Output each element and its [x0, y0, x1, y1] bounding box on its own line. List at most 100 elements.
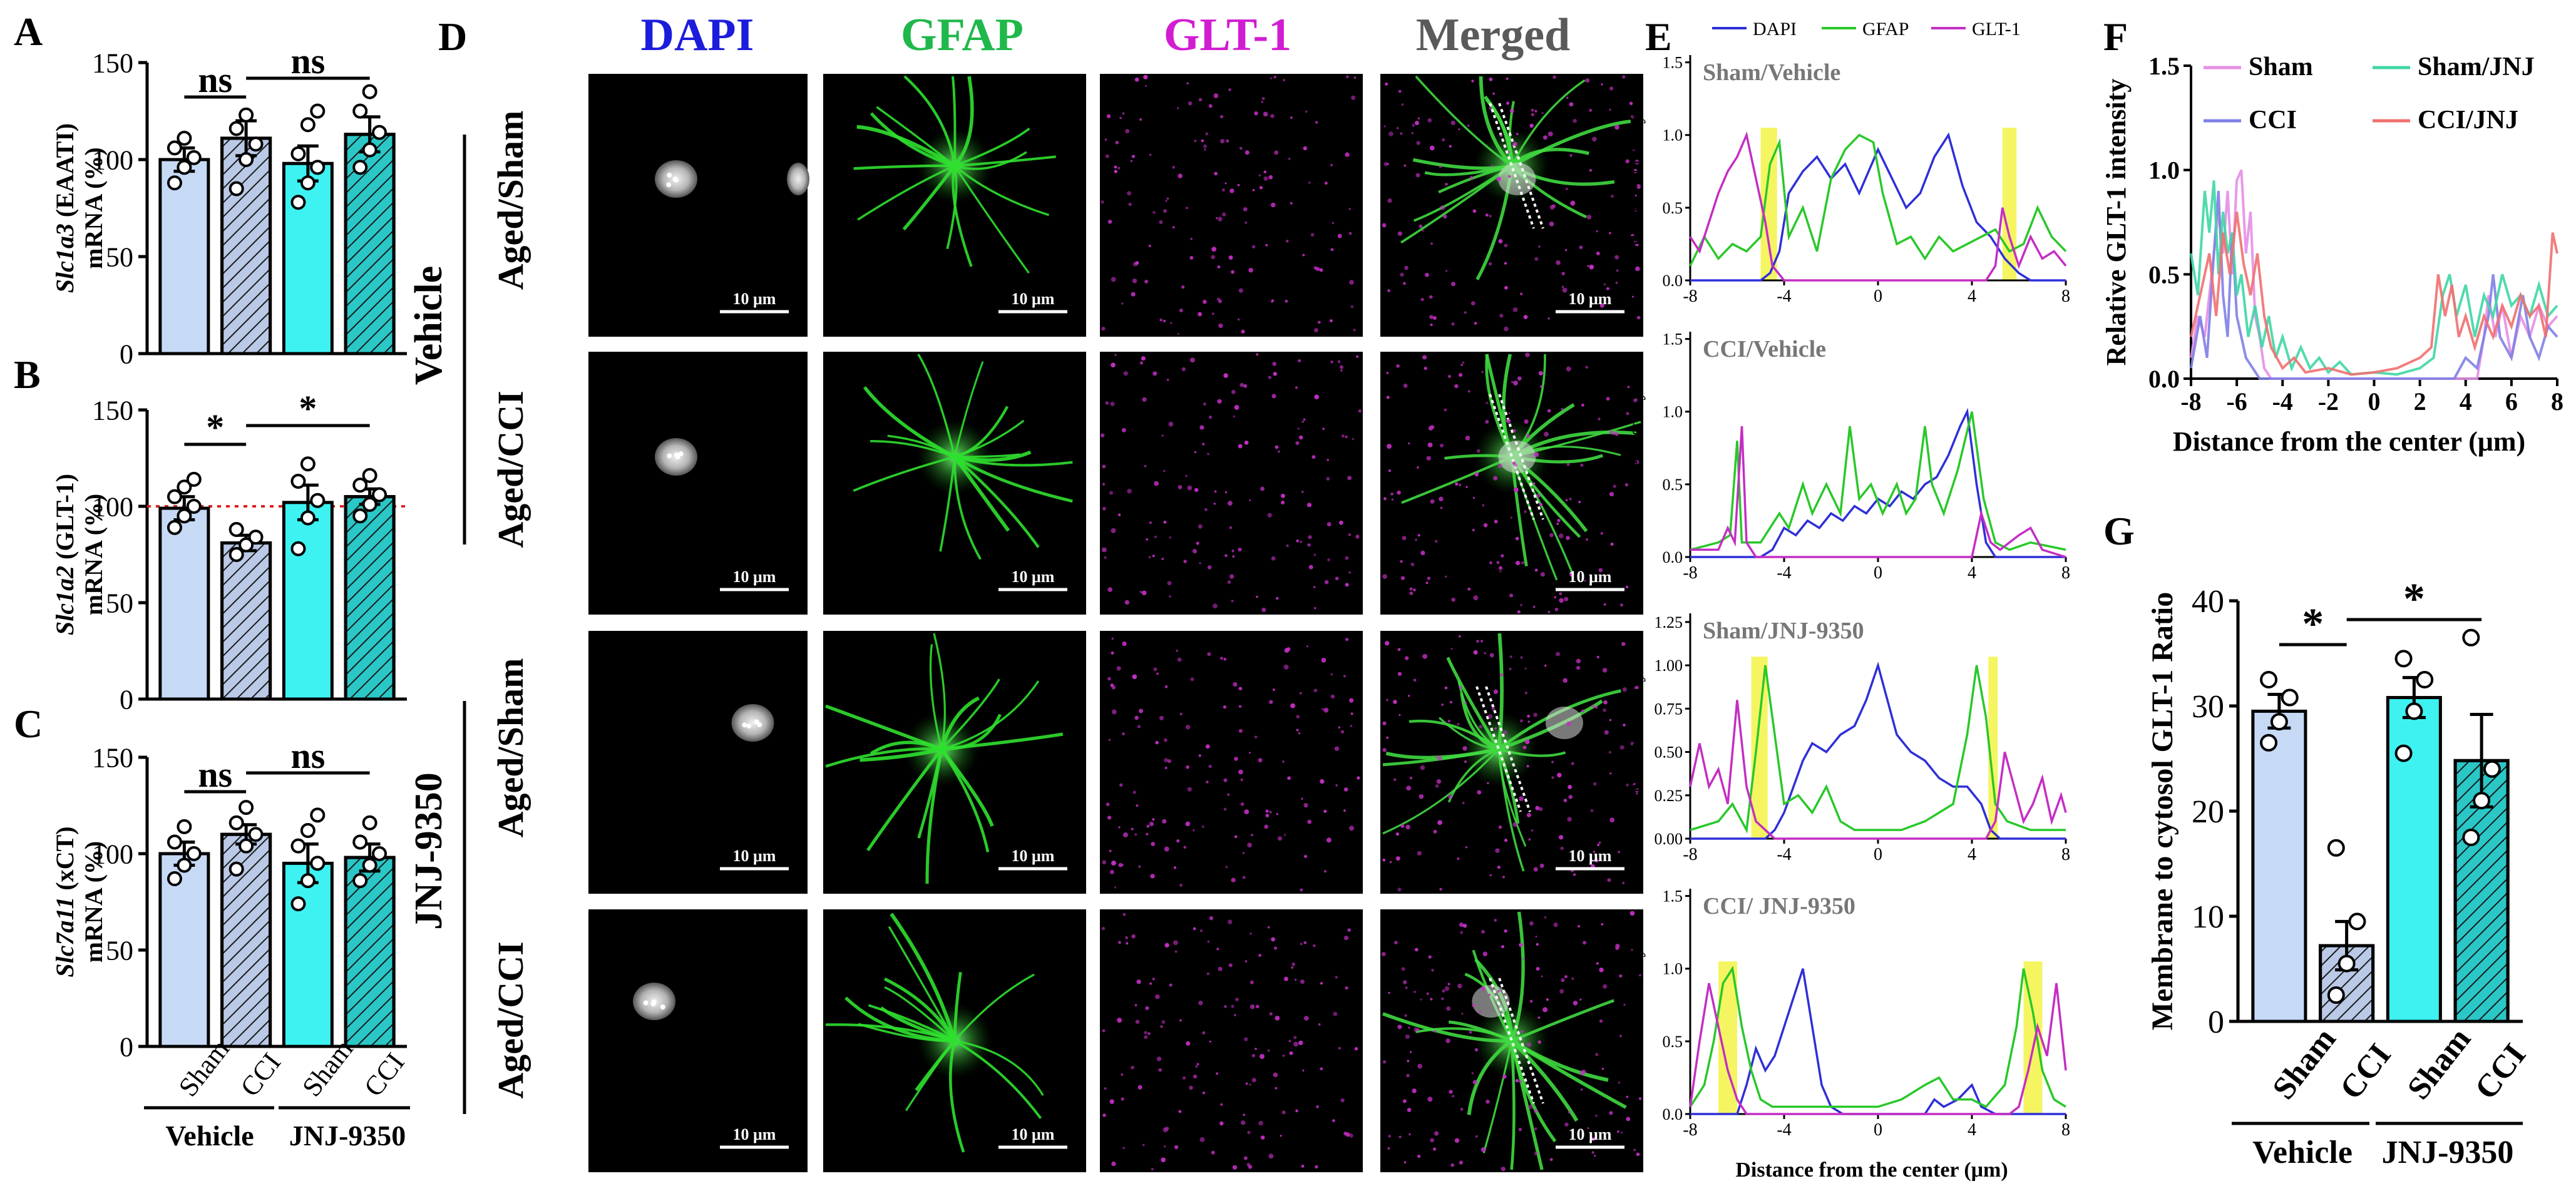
glt1-puncta: [1211, 1150, 1215, 1155]
x-tick-label: -4: [1777, 845, 1791, 864]
glt1-puncta: [1606, 397, 1610, 401]
data-point: [300, 175, 316, 191]
data-point: [300, 823, 316, 839]
glt1-puncta: [1173, 940, 1178, 946]
micro-cell-r4-c1: 10 μm: [588, 909, 808, 1172]
glt1-puncta: [1162, 319, 1166, 322]
glt1-puncta: [1508, 412, 1511, 414]
glt1-puncta: [1395, 832, 1400, 836]
data-point: [310, 493, 326, 508]
glt1-puncta: [1233, 682, 1238, 687]
glt1-puncta: [1122, 112, 1125, 115]
nucleus-spot: [660, 1004, 665, 1010]
legend-dapi: DAPI: [1753, 19, 1797, 39]
astrocyte-process: [856, 125, 956, 168]
glt1-puncta: [1539, 503, 1542, 506]
glt1-puncta: [1525, 352, 1530, 357]
glt1-puncta: [1391, 498, 1394, 501]
glt1-puncta: [1172, 165, 1176, 169]
y-axis-label: Membrane to cytosol GLT-1 Ratio: [2146, 592, 2179, 1030]
glt1-puncta: [1321, 658, 1326, 663]
glt1-puncta: [1114, 165, 1117, 169]
glt1-puncta: [1566, 536, 1570, 540]
glt1-puncta: [1592, 136, 1597, 142]
astrocyte-process: [876, 106, 956, 167]
glt1-puncta: [1324, 580, 1329, 585]
glt1-puncta: [1164, 758, 1168, 762]
glt1-puncta: [1237, 183, 1240, 187]
glt1-puncta: [1636, 184, 1641, 189]
glt1-puncta: [1326, 522, 1332, 527]
glt1-puncta: [1485, 419, 1489, 424]
glt1-puncta: [1138, 865, 1141, 868]
glt1-puncta: [1295, 441, 1300, 446]
astrocyte-process: [1447, 748, 1499, 803]
astrocyte-process: [858, 1023, 955, 1043]
image-background: [1100, 352, 1363, 615]
legend-label: CCI/JNJ: [2418, 106, 2518, 135]
astrocyte-process: [953, 165, 1050, 217]
glt1-puncta: [1568, 795, 1573, 799]
glt1-puncta: [1426, 992, 1429, 995]
y-tick-label: 0: [2208, 1004, 2224, 1040]
glt1-puncta: [1131, 1065, 1135, 1070]
glt1-puncta: [1467, 390, 1470, 393]
glt1-puncta: [1326, 458, 1329, 461]
glt1-puncta: [1601, 923, 1604, 926]
data-point: [372, 846, 387, 861]
significance-label: *: [2302, 600, 2324, 648]
data-point: [2348, 912, 2366, 931]
glt1-puncta: [1405, 824, 1410, 830]
scale-bar-label: 10 μm: [1012, 568, 1055, 586]
glt1-puncta: [1434, 1030, 1437, 1033]
glt1-puncta: [1576, 658, 1581, 663]
glt1-puncta: [1199, 562, 1201, 565]
glt1-puncta: [1473, 595, 1479, 601]
glt1-puncta: [1633, 397, 1638, 402]
glt1-puncta: [1348, 571, 1351, 574]
glt1-puncta: [1187, 485, 1193, 491]
glt1-puncta: [1208, 104, 1213, 108]
glt1-puncta: [1102, 1113, 1106, 1117]
significance-label: ns: [198, 59, 232, 100]
glt1-puncta: [1597, 844, 1600, 846]
glt1-puncta: [1234, 835, 1238, 838]
glt1-puncta: [1429, 295, 1433, 299]
glt1-puncta: [1479, 725, 1483, 729]
glt1-puncta: [1232, 555, 1235, 558]
glt1-puncta: [1340, 730, 1345, 734]
glt1-puncta: [1233, 415, 1235, 417]
glt1-puncta: [1196, 541, 1199, 545]
glt1-puncta: [1149, 556, 1151, 558]
glt1-puncta: [1398, 89, 1402, 93]
glt1-puncta: [1535, 805, 1540, 810]
glt1-puncta: [1435, 755, 1438, 759]
glt1-puncta: [1534, 110, 1537, 113]
glt1-puncta: [1223, 657, 1227, 661]
glt1-puncta: [1398, 714, 1401, 717]
glt1-puncta: [1480, 640, 1483, 643]
glt1-puncta: [1407, 1108, 1412, 1112]
scale-bar-label: 10 μm: [1569, 847, 1612, 865]
glt1-puncta: [1244, 150, 1250, 155]
glt1-puncta: [1571, 762, 1574, 765]
scale-bar-label: 10 μm: [733, 290, 776, 308]
glt1-puncta: [1220, 139, 1224, 143]
glt1-puncta: [1115, 141, 1119, 145]
glt1-puncta: [1420, 998, 1422, 1001]
micro-cell-r4-c3: [1100, 909, 1363, 1172]
glt1-puncta: [1159, 715, 1164, 720]
astrocyte-process: [1467, 1039, 1513, 1115]
glt1-puncta: [1526, 765, 1529, 768]
x-tick-label: -8: [1683, 1120, 1697, 1140]
data-point: [352, 834, 368, 850]
glt1-puncta: [1241, 329, 1245, 334]
glt1-puncta: [1537, 1016, 1541, 1019]
glt1-puncta: [1603, 283, 1606, 286]
data-point: [228, 521, 244, 537]
glt1-puncta: [1110, 683, 1114, 687]
glt1-puncta: [1137, 725, 1141, 728]
glt1-puncta: [1565, 499, 1568, 501]
y-tick-label: 1.5: [1663, 54, 1683, 72]
